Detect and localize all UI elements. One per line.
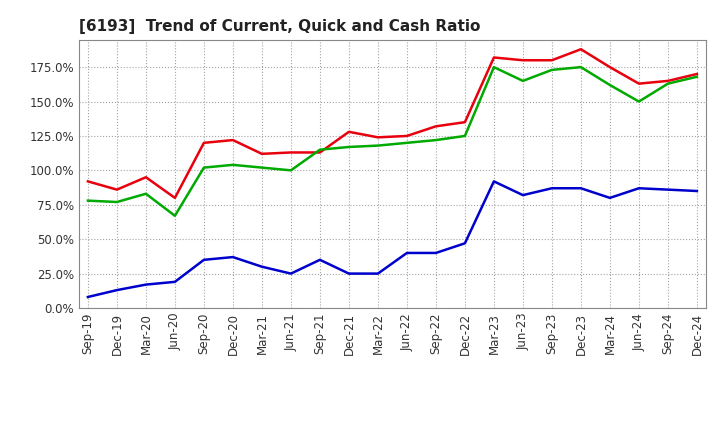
Cash Ratio <box>199 257 208 263</box>
Quick Ratio <box>490 65 498 70</box>
Cash Ratio <box>402 250 411 256</box>
Current Ratio <box>664 78 672 84</box>
Quick Ratio <box>693 74 701 79</box>
Current Ratio <box>258 151 266 157</box>
Quick Ratio <box>431 137 440 143</box>
Current Ratio <box>345 129 354 135</box>
Current Ratio <box>374 135 382 140</box>
Cash Ratio <box>461 241 469 246</box>
Current Ratio <box>548 58 557 63</box>
Cash Ratio <box>431 250 440 256</box>
Quick Ratio <box>345 144 354 150</box>
Quick Ratio <box>374 143 382 148</box>
Quick Ratio <box>315 147 324 152</box>
Text: [6193]  Trend of Current, Quick and Cash Ratio: [6193] Trend of Current, Quick and Cash … <box>79 19 480 34</box>
Cash Ratio <box>315 257 324 263</box>
Cash Ratio <box>228 254 237 260</box>
Quick Ratio <box>461 133 469 139</box>
Current Ratio <box>693 71 701 77</box>
Current Ratio <box>84 179 92 184</box>
Cash Ratio <box>577 186 585 191</box>
Current Ratio <box>431 124 440 129</box>
Cash Ratio <box>142 282 150 287</box>
Cash Ratio <box>490 179 498 184</box>
Quick Ratio <box>84 198 92 203</box>
Current Ratio <box>171 195 179 201</box>
Cash Ratio <box>112 287 121 293</box>
Quick Ratio <box>634 99 643 104</box>
Quick Ratio <box>287 168 295 173</box>
Cash Ratio <box>548 186 557 191</box>
Cash Ratio <box>374 271 382 276</box>
Current Ratio <box>287 150 295 155</box>
Quick Ratio <box>142 191 150 196</box>
Quick Ratio <box>606 82 614 88</box>
Current Ratio <box>142 175 150 180</box>
Current Ratio <box>634 81 643 86</box>
Current Ratio <box>228 137 237 143</box>
Quick Ratio <box>228 162 237 168</box>
Cash Ratio <box>664 187 672 192</box>
Quick Ratio <box>199 165 208 170</box>
Cash Ratio <box>171 279 179 285</box>
Line: Current Ratio: Current Ratio <box>88 49 697 198</box>
Line: Cash Ratio: Cash Ratio <box>88 181 697 297</box>
Quick Ratio <box>171 213 179 218</box>
Current Ratio <box>461 120 469 125</box>
Current Ratio <box>402 133 411 139</box>
Quick Ratio <box>258 165 266 170</box>
Current Ratio <box>199 140 208 146</box>
Cash Ratio <box>84 294 92 300</box>
Quick Ratio <box>577 65 585 70</box>
Cash Ratio <box>634 186 643 191</box>
Cash Ratio <box>258 264 266 269</box>
Cash Ratio <box>518 192 527 198</box>
Current Ratio <box>112 187 121 192</box>
Quick Ratio <box>664 81 672 86</box>
Cash Ratio <box>287 271 295 276</box>
Current Ratio <box>518 58 527 63</box>
Quick Ratio <box>518 78 527 84</box>
Cash Ratio <box>606 195 614 201</box>
Cash Ratio <box>693 188 701 194</box>
Quick Ratio <box>402 140 411 146</box>
Current Ratio <box>577 47 585 52</box>
Quick Ratio <box>548 67 557 73</box>
Line: Quick Ratio: Quick Ratio <box>88 67 697 216</box>
Quick Ratio <box>112 199 121 205</box>
Current Ratio <box>606 65 614 70</box>
Current Ratio <box>490 55 498 60</box>
Cash Ratio <box>345 271 354 276</box>
Current Ratio <box>315 150 324 155</box>
